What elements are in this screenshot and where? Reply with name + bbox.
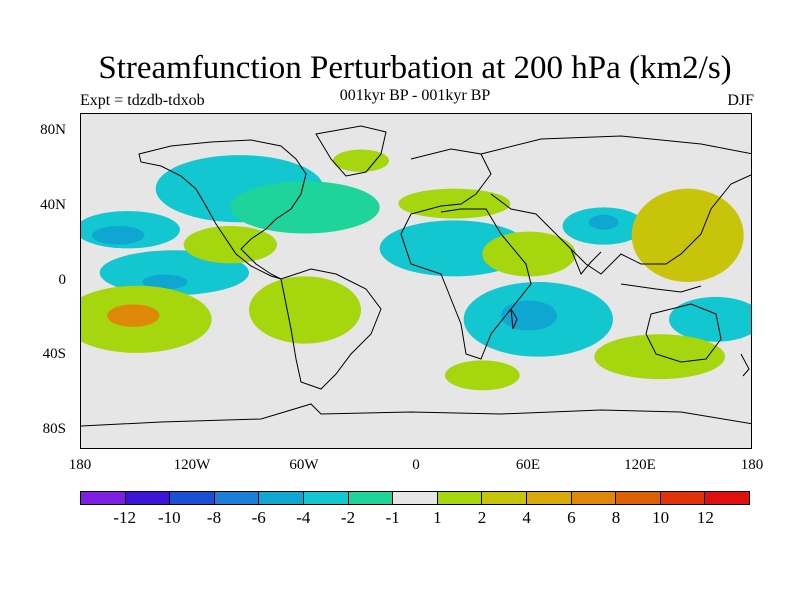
field-contour-region (107, 304, 160, 327)
y-axis-label-80n: 80N (40, 122, 66, 138)
coastline-north-america (138, 139, 307, 280)
y-axis-label-40s: 40S (42, 346, 66, 362)
field-contour-region (631, 188, 744, 282)
field-contour-region (92, 226, 145, 245)
colorbar-box (571, 492, 617, 504)
coastline-australia (645, 303, 722, 363)
colorbar-label: 10 (652, 508, 670, 527)
season-label: DJF (727, 92, 754, 109)
colorbar (80, 491, 750, 505)
colorbar-label: -4 (296, 508, 311, 527)
field-contour-region (142, 274, 188, 290)
x-axis-label-180w: 180 (68, 457, 92, 473)
coastline-madagascar (510, 308, 518, 330)
coastline-eurafrica (400, 148, 532, 360)
coastline-new-zealand (740, 353, 750, 377)
colorbar-box (482, 492, 527, 504)
field-contour-region (230, 181, 380, 234)
colorbar-label: 2 (477, 508, 487, 527)
colorbar-label: -1 (385, 508, 400, 527)
field-contour-region (249, 276, 361, 344)
coastline-antarctica (81, 403, 751, 427)
colorbar-label: -10 (157, 508, 181, 527)
coastline-indonesia (620, 283, 702, 293)
colorbar-box (660, 492, 706, 504)
x-axis-label-120w: 120W (173, 457, 211, 473)
x-axis-label-0: 0 (412, 457, 420, 473)
colorbar-label: 1 (433, 508, 442, 527)
map-field-svg (81, 125, 751, 427)
y-axis-label-0: 0 (58, 272, 67, 288)
colorbar-box (348, 492, 394, 504)
field-contour-region (333, 149, 389, 172)
y-axis-label-40n: 40N (40, 197, 66, 213)
colorbar-box (214, 492, 260, 504)
colorbar-box (125, 492, 171, 504)
coastline-asia (480, 135, 751, 275)
figure-subtitle: 001kyr BP - 001kyr BP (339, 87, 491, 104)
colorbar-box (259, 492, 304, 504)
figure-title: Streamfunction Perturbation at 200 hPa (… (98, 50, 732, 86)
field-contour-region (588, 214, 619, 230)
map-plot-area (80, 113, 752, 449)
field-contour-region (669, 296, 751, 342)
colorbar-label: 6 (567, 508, 576, 527)
field-contour-region (594, 334, 726, 380)
y-axis-label-80s: 80S (42, 421, 66, 437)
colorbar-label: -8 (206, 508, 222, 527)
colorbar-box (526, 492, 572, 504)
coastline-greenland (315, 125, 387, 177)
colorbar-label: -6 (251, 508, 266, 527)
colorbar-box (81, 492, 126, 504)
field-contour-region (482, 231, 576, 277)
coastline-india (570, 248, 602, 275)
colorbar-box (437, 492, 483, 504)
x-axis-label-120e: 120E (624, 457, 656, 473)
coastline-south-america (280, 268, 382, 390)
colorbar-box (303, 492, 349, 504)
experiment-label: Expt = tdzdb-tdxob (80, 92, 205, 109)
x-axis-label-60w: 60W (289, 457, 319, 473)
colorbar-label: 12 (696, 508, 714, 527)
field-contour-region (445, 360, 520, 391)
colorbar-label: -12 (113, 508, 136, 527)
colorbar-box (170, 492, 215, 504)
x-axis-label-180e: 180 (740, 457, 764, 473)
colorbar-label: 8 (611, 508, 621, 527)
colorbar-box (705, 492, 749, 504)
colorbar-label: 4 (522, 508, 531, 527)
field-contour-region (501, 300, 557, 331)
colorbar-box (393, 492, 438, 504)
colorbar-box (616, 492, 661, 504)
field-contour-region (398, 188, 511, 219)
x-axis-label-60e: 60E (515, 457, 541, 473)
colorbar-label: -2 (340, 508, 356, 527)
